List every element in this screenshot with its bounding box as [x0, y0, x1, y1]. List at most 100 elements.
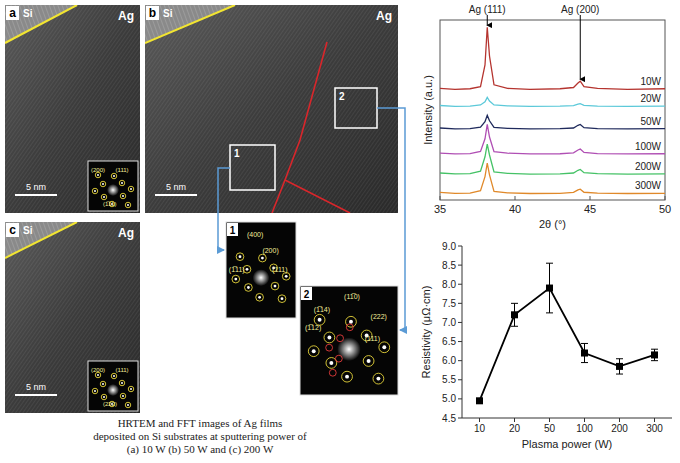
y-tick — [458, 303, 462, 304]
fft-spot — [94, 390, 96, 392]
error-bar — [616, 359, 623, 374]
y-tick-label: 7.0 — [442, 317, 456, 328]
interface-line — [5, 222, 77, 258]
fft-ring — [256, 293, 264, 301]
fft-ring — [236, 253, 244, 261]
fft-background — [88, 161, 138, 211]
scale-bar-label: 5 nm — [26, 182, 46, 192]
fft-spot — [261, 257, 264, 260]
fft-spot — [285, 275, 288, 278]
fft-label: (111) — [365, 335, 380, 343]
fft-label: (1̅14) — [314, 306, 330, 314]
data-point — [511, 311, 518, 318]
si-region — [145, 5, 235, 43]
fft-ring — [373, 373, 384, 384]
tem-image: 5 nmcSiAg(200)(111)(222) — [5, 222, 140, 413]
y-tick — [458, 341, 462, 342]
xrd-line — [440, 27, 665, 89]
panel-letter-box — [6, 6, 19, 20]
inset-number-box — [227, 223, 238, 236]
fft-spot — [329, 361, 333, 365]
scale-bar-label: 5 nm — [26, 382, 46, 392]
si-label: Si — [23, 225, 33, 236]
fft-label: (1̅11) — [229, 266, 245, 274]
fft-spot — [349, 320, 353, 324]
inset-number: 1 — [230, 225, 236, 236]
fft-spot — [367, 359, 371, 363]
fft-spot — [127, 204, 129, 206]
si-lattice — [5, 5, 77, 43]
y-tick — [458, 284, 462, 285]
panel-letter-box — [146, 6, 159, 20]
data-point — [546, 285, 553, 292]
y-tick-label: 6.0 — [442, 355, 456, 366]
fft-label: (222) — [103, 401, 117, 407]
scale-bar-label: 5 nm — [166, 182, 186, 192]
fft-inset: (400)(200)(1̅11)(111) — [226, 222, 296, 318]
fft-center — [107, 184, 119, 196]
fft-spot — [258, 296, 261, 299]
fft-center — [107, 384, 119, 396]
fft-ring — [111, 373, 117, 379]
fft-spot — [327, 336, 331, 340]
scale-bar — [15, 194, 57, 196]
x-tick — [584, 418, 585, 422]
series-label: 10W — [640, 76, 661, 87]
error-cap — [651, 360, 658, 361]
series-label: 20W — [640, 93, 661, 104]
fft-label: (1̅11) — [103, 201, 117, 207]
fft-background — [300, 286, 398, 395]
fft-ring — [95, 172, 101, 178]
x-axis-title: 2θ (°) — [539, 218, 566, 230]
x-tick-label: 50 — [659, 203, 671, 215]
y-tick — [458, 246, 462, 247]
resistivity-line — [480, 288, 655, 401]
fft-spot — [113, 375, 115, 377]
xrd-line — [440, 163, 665, 193]
y-tick-label: 6.5 — [442, 336, 456, 347]
tem-image: 5 nmaSiAg(200)(111)(1̅11) — [5, 5, 140, 213]
x-tick-label: 300 — [646, 423, 663, 434]
xrd-lines — [440, 27, 665, 193]
fft-spot — [239, 255, 242, 258]
caption-line: deposited on Si substrates at sputtering… — [93, 430, 307, 442]
fft-ring — [120, 193, 126, 199]
si-lattice — [5, 222, 77, 258]
error-cap — [581, 343, 588, 344]
si-label: Si — [163, 8, 173, 19]
fft-spot — [345, 375, 349, 379]
fft-spot — [122, 395, 124, 397]
error-bar — [651, 349, 658, 360]
x-tick-label: 100 — [576, 423, 593, 434]
resistivity-marks — [476, 263, 658, 404]
y-tick — [458, 265, 462, 266]
fft-label: (400) — [247, 231, 263, 239]
x-tick — [514, 418, 515, 422]
fft-spot — [103, 196, 105, 198]
scale-bar — [155, 194, 197, 196]
scale-bar — [15, 394, 57, 396]
tem-lattice — [145, 5, 398, 213]
grain-boundary — [285, 180, 350, 213]
fft-spot — [121, 382, 123, 384]
fft-ring — [120, 393, 126, 399]
y-tick-label: 5.5 — [442, 374, 456, 385]
region-box — [335, 88, 377, 128]
x-tick — [479, 418, 480, 422]
connector — [218, 168, 230, 250]
fft-spot — [234, 278, 237, 281]
fft-label: (200) — [262, 247, 278, 255]
fft-spot — [312, 349, 316, 353]
fft-label: (11̅0) — [344, 293, 360, 301]
tem-lattice — [5, 5, 140, 213]
fft-ring — [111, 173, 117, 179]
fft-spot — [127, 404, 129, 406]
fft-ring — [308, 346, 319, 357]
xrd-line — [440, 115, 665, 128]
y-axis-title: Resistivity (μΩ·cm) — [420, 286, 432, 379]
tem-background — [145, 5, 398, 213]
error-bar — [581, 343, 588, 362]
interface-line — [5, 5, 77, 43]
fft-spot — [94, 190, 96, 192]
tem-image: 125 nmbSiAg — [145, 5, 398, 213]
